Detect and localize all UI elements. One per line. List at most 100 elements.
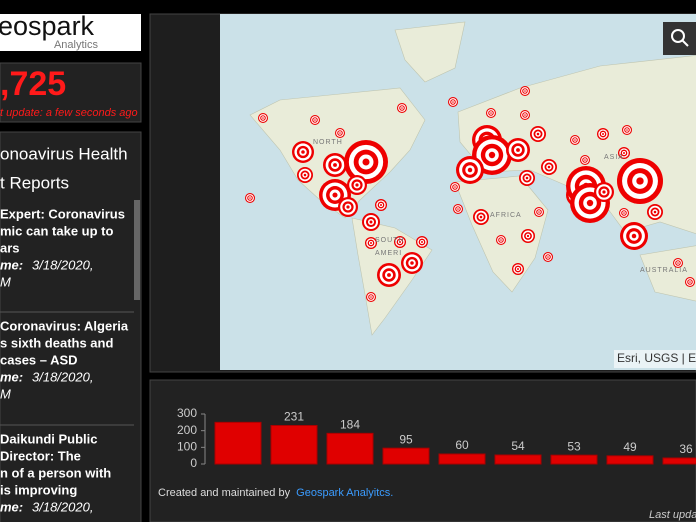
- case-marker: [249, 197, 251, 199]
- logo-sub: Analytics: [54, 39, 99, 51]
- bar: [326, 432, 374, 465]
- case-marker: [631, 233, 637, 239]
- update-time: t update: a few seconds ago: [0, 107, 138, 119]
- news-headline: n of a person with: [0, 465, 111, 480]
- search-button[interactable]: [663, 22, 696, 55]
- case-marker: [452, 101, 454, 103]
- case-marker: [584, 159, 586, 161]
- case-marker: [457, 208, 459, 210]
- case-marker: [517, 268, 519, 270]
- case-marker: [421, 241, 423, 243]
- bar-label: 231: [284, 410, 304, 424]
- case-marker: [454, 186, 456, 188]
- case-marker: [524, 90, 526, 92]
- bar-label: 60: [455, 438, 469, 452]
- news-panel: [0, 131, 142, 522]
- news-headline: Expert: Coronavirus: [0, 206, 125, 221]
- logo-name: eospark: [0, 11, 95, 41]
- land: [249, 87, 426, 219]
- land: [394, 21, 466, 83]
- credit-link[interactable]: Geospark Analyitcs.: [296, 487, 393, 499]
- case-marker: [677, 262, 679, 264]
- case-marker: [262, 117, 264, 119]
- case-marker: [623, 152, 625, 154]
- case-marker: [602, 133, 604, 135]
- case-marker: [525, 176, 529, 180]
- case-marker: [333, 163, 337, 167]
- logo-box: [0, 14, 141, 51]
- attribution-bg: [614, 350, 696, 368]
- bar: [662, 457, 696, 465]
- case-marker: [586, 199, 594, 207]
- bar: [270, 425, 318, 465]
- map-label: SOUTH: [375, 237, 405, 244]
- case-marker: [574, 139, 576, 141]
- news-time: 3/18/2020,: [32, 257, 93, 272]
- case-marker: [602, 190, 606, 194]
- case-marker: [370, 296, 372, 298]
- news-headline: Daikundi Public: [0, 431, 98, 446]
- case-marker: [301, 150, 305, 154]
- case-marker: [479, 215, 483, 219]
- case-marker: [314, 119, 316, 121]
- news-headline: Coronavirus: Algeria: [0, 318, 129, 333]
- case-marker: [370, 242, 372, 244]
- map-label: NORTH: [313, 139, 343, 146]
- bar-label: 184: [340, 418, 360, 432]
- case-marker: [490, 112, 492, 114]
- bar: [438, 453, 486, 465]
- bar: [606, 455, 654, 465]
- news-headline: mic can take up to: [0, 223, 113, 238]
- news-headline: ars: [0, 240, 20, 255]
- bar-label: 54: [511, 439, 525, 453]
- map[interactable]: NORTH SOUTH AMERI AFRICA ASIA AUSTRALIA: [220, 14, 696, 370]
- bar-label: 49: [623, 440, 637, 454]
- news-headline: s sixth deaths and: [0, 335, 113, 350]
- case-marker: [623, 212, 625, 214]
- news-time: M: [0, 274, 11, 289]
- case-marker: [467, 167, 473, 173]
- bar-label: 36: [679, 442, 693, 456]
- case-marker: [346, 205, 350, 209]
- case-count: ,725: [0, 65, 66, 103]
- case-marker: [516, 148, 520, 152]
- news-time-label: me:: [0, 369, 23, 384]
- news-time: M: [0, 386, 11, 401]
- y-tick-label: 200: [177, 423, 197, 437]
- case-marker: [303, 173, 307, 177]
- news-time-label: me:: [0, 499, 23, 514]
- news-title: t Reports: [0, 173, 69, 192]
- search-icon: [671, 29, 685, 43]
- news-headline: cases – ASD: [0, 352, 78, 367]
- case-marker: [526, 234, 530, 238]
- case-marker: [488, 151, 496, 159]
- case-marker: [387, 273, 391, 277]
- news-headline: is improving: [0, 482, 77, 497]
- case-marker: [500, 239, 502, 241]
- case-marker: [653, 210, 657, 214]
- bar-label: 53: [567, 439, 581, 453]
- bar: [214, 421, 262, 465]
- stat-panel: [0, 62, 142, 123]
- case-marker: [536, 132, 540, 136]
- y-tick-label: 0: [190, 456, 197, 470]
- bar-label: 95: [399, 432, 413, 446]
- map-label: AMERI: [375, 250, 402, 257]
- credit-text: Created and maintained by: [158, 487, 293, 499]
- case-marker: [380, 204, 382, 206]
- scrollbar[interactable]: [134, 200, 140, 300]
- case-marker: [547, 165, 551, 169]
- case-marker: [362, 158, 370, 166]
- case-marker: [689, 281, 691, 283]
- case-marker: [339, 132, 341, 134]
- news-headline: Director: The: [0, 448, 81, 463]
- case-marker: [401, 107, 403, 109]
- last-updated: Last upda: [649, 509, 696, 521]
- map-label: AFRICA: [490, 212, 522, 219]
- map-label: AUSTRALIA: [640, 267, 688, 274]
- y-tick-label: 300: [177, 406, 197, 420]
- case-marker: [410, 261, 414, 265]
- map-attribution: Esri, USGS | E: [617, 351, 696, 365]
- bar: [494, 454, 542, 465]
